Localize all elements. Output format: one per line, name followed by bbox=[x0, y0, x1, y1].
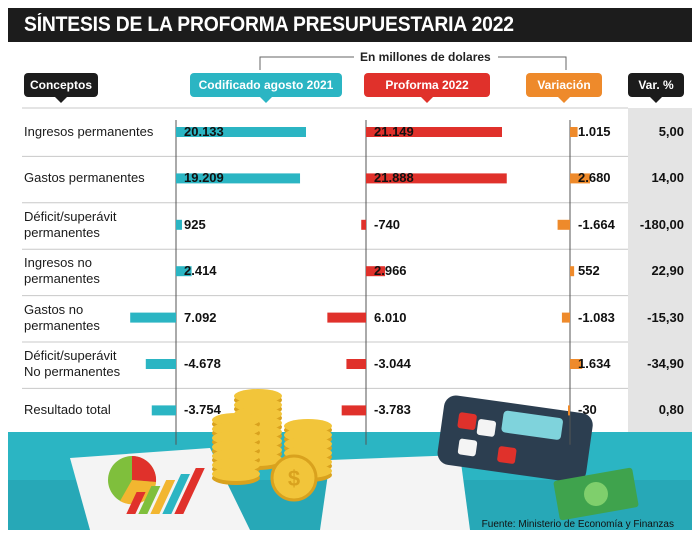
row-label-line: Gastos permanentes bbox=[24, 170, 145, 186]
mini-bar-illustration bbox=[126, 492, 146, 514]
header-var-pct: Var. % bbox=[628, 73, 684, 103]
row-label: Déficit/superávit permanentes bbox=[24, 209, 116, 241]
dollar-coin-icon bbox=[270, 454, 318, 502]
bar-0 bbox=[176, 127, 306, 137]
bar-2 bbox=[570, 359, 583, 369]
row-label-line: Resultado total bbox=[24, 402, 111, 418]
bar-2 bbox=[570, 127, 578, 137]
mini-bar-illustration bbox=[174, 468, 205, 514]
bar-1 bbox=[341, 405, 366, 416]
bar-2 bbox=[570, 266, 575, 277]
data-label: 20.133 bbox=[184, 124, 224, 139]
mini-bar-illustration bbox=[150, 480, 176, 514]
row-label-line: Déficit/superávit bbox=[24, 348, 117, 363]
bar-1 bbox=[366, 127, 502, 137]
row-label: Resultado total bbox=[24, 402, 111, 418]
bar-2 bbox=[557, 219, 570, 230]
row-label: Gastos permanentes bbox=[24, 170, 145, 186]
data-label: 925 bbox=[184, 216, 206, 232]
bar-1 bbox=[366, 266, 386, 277]
row-label-line: Gastos no bbox=[24, 301, 84, 317]
data-label: -740 bbox=[374, 216, 401, 232]
bar-1 bbox=[366, 173, 507, 184]
data-label: 19.209 bbox=[184, 170, 224, 186]
title-background bbox=[8, 8, 692, 42]
row-label-line: permanentes bbox=[24, 271, 100, 287]
data-label: -30 bbox=[578, 402, 597, 418]
data-label: -1.083 bbox=[578, 309, 615, 325]
calculator-key bbox=[457, 438, 478, 457]
bar-2 bbox=[561, 312, 570, 323]
data-label: -3.754 bbox=[184, 402, 221, 418]
paper-sheet-middle bbox=[320, 455, 470, 530]
var-pct-value: -15,30 bbox=[647, 309, 684, 325]
var-pct-value: 14,00 bbox=[651, 170, 684, 186]
row-label-line: Déficit/superávit bbox=[24, 208, 117, 224]
row-label-line: Ingresos permanentes bbox=[24, 124, 154, 139]
mini-bar-illustration bbox=[138, 486, 161, 514]
header-conceptos: Conceptos bbox=[24, 73, 98, 103]
row-label-line: Ingresos no bbox=[24, 255, 92, 271]
data-label: 7.092 bbox=[184, 309, 217, 325]
bar-1 bbox=[327, 312, 366, 323]
data-label: 21.149 bbox=[374, 124, 414, 139]
source-note: Fuente: Ministerio de Economía y Finanza… bbox=[481, 519, 674, 530]
data-label: 1.634 bbox=[578, 356, 611, 371]
bar-0 bbox=[176, 219, 182, 230]
var-pct-value: -180,00 bbox=[639, 216, 684, 232]
row-label: Ingresos no permanentes bbox=[24, 255, 100, 287]
bar-1 bbox=[361, 219, 366, 230]
header-proforma: Proforma 2022 bbox=[364, 73, 490, 103]
data-label: -4.678 bbox=[184, 356, 221, 371]
chart-subtitle: En millones de dolares bbox=[360, 50, 491, 64]
row-label-line: permanentes bbox=[24, 224, 100, 240]
mini-bar-illustration bbox=[162, 474, 190, 514]
data-label: 1.015 bbox=[578, 124, 611, 139]
bar-0 bbox=[130, 312, 176, 323]
dollar-sign-icon: $ bbox=[288, 466, 300, 491]
bar-2 bbox=[568, 405, 570, 416]
title-bar: SÍNTESIS DE LA PROFORMA PRESUPUESTARIA 2… bbox=[8, 8, 692, 42]
row-label: Gastos no permanentes bbox=[24, 302, 100, 334]
bar-0 bbox=[176, 266, 192, 277]
header-codificado: Codificado agosto 2021 bbox=[190, 73, 342, 103]
pie-slice-red bbox=[132, 455, 157, 482]
banknote-seal bbox=[584, 482, 608, 506]
calculator-screen bbox=[501, 410, 563, 440]
data-label: 2.414 bbox=[184, 263, 217, 279]
data-label: -3.044 bbox=[374, 356, 411, 371]
header-variacion: Variación bbox=[526, 73, 602, 103]
var-pct-value: 0,80 bbox=[658, 402, 684, 418]
bar-0 bbox=[145, 359, 176, 369]
data-label: -1.664 bbox=[578, 216, 615, 232]
calculator-key bbox=[497, 446, 517, 464]
bar-1 bbox=[346, 359, 366, 369]
var-pct-column-bg bbox=[628, 108, 692, 432]
row-label: Ingresos permanentes bbox=[24, 124, 153, 140]
chart-title: SÍNTESIS DE LA PROFORMA PRESUPUESTARIA 2… bbox=[24, 13, 514, 36]
data-label: 2.680 bbox=[578, 170, 611, 186]
data-label: 2.966 bbox=[374, 263, 407, 279]
row-label: Déficit/superávit No permanentes bbox=[24, 348, 120, 380]
row-label-line: permanentes bbox=[24, 317, 100, 333]
calculator-key bbox=[476, 419, 497, 437]
var-pct-value: 5,00 bbox=[658, 124, 684, 139]
var-pct-value: 22,90 bbox=[651, 263, 684, 279]
data-label: 6.010 bbox=[374, 309, 407, 325]
data-label: -3.783 bbox=[374, 402, 411, 418]
calculator-key bbox=[457, 412, 477, 430]
bar-0 bbox=[176, 173, 301, 184]
bar-0 bbox=[151, 405, 176, 416]
coin bbox=[212, 467, 260, 481]
row-label-line: No permanentes bbox=[24, 364, 121, 379]
data-label: 21.888 bbox=[374, 170, 414, 186]
data-label: 552 bbox=[578, 263, 600, 279]
bar-2 bbox=[570, 173, 590, 184]
var-pct-value: -34,90 bbox=[647, 356, 684, 371]
